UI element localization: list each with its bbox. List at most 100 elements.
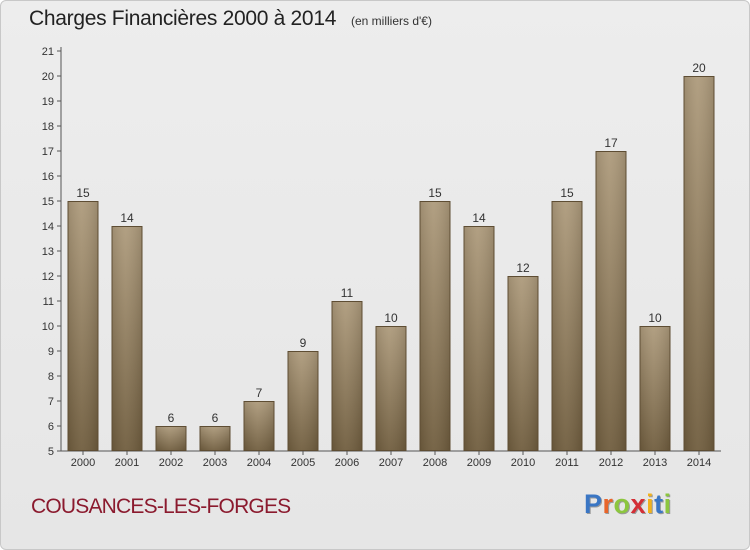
bar-shade xyxy=(551,201,583,451)
y-tick-label: 10 xyxy=(42,321,54,333)
bar-outline xyxy=(463,226,495,451)
logo-letter: o xyxy=(613,489,631,519)
bar-2005 xyxy=(287,351,319,451)
logo-letter: i xyxy=(663,489,672,519)
bar-outline xyxy=(551,201,583,451)
bar-value-label: 10 xyxy=(648,311,662,325)
chart-subtitle: (en milliers d'€) xyxy=(351,14,432,28)
x-tick-label: 2012 xyxy=(599,457,623,469)
bar-2013 xyxy=(639,326,671,451)
bar-value-label: 17 xyxy=(604,136,618,150)
bar-shade xyxy=(199,426,231,451)
y-tick-label: 7 xyxy=(48,396,54,408)
bar-2014 xyxy=(683,76,715,451)
bar-2000 xyxy=(67,201,99,451)
bar-value-label: 14 xyxy=(120,211,134,225)
logo-letter: t xyxy=(654,489,664,519)
x-tick-label: 2003 xyxy=(203,457,227,469)
y-tick-label: 13 xyxy=(42,246,54,258)
bar-shade xyxy=(639,326,671,451)
bar-outline xyxy=(419,201,451,451)
proxiti-logo: Proxiti xyxy=(584,489,672,520)
chart-title: Charges Financières 2000 à 2014 xyxy=(29,7,337,30)
bar-shade xyxy=(463,226,495,451)
x-tick-label: 2014 xyxy=(687,457,711,469)
x-tick-label: 2005 xyxy=(291,457,315,469)
y-ticks: 5 6 7 8 9 10 11 12 13 14 15 16 17 18 19 20 21 xyxy=(42,46,61,458)
bar-value-label: 20 xyxy=(692,61,706,75)
bar-value-label: 15 xyxy=(560,186,574,200)
bar-2006 xyxy=(331,301,363,451)
x-tick-label: 2000 xyxy=(71,457,95,469)
bar-shade xyxy=(331,301,363,451)
x-tick-labels: 2000 2001 2002 2003 2004 2005 2006 2007 2008 2009… xyxy=(71,451,711,469)
x-tick-label: 2009 xyxy=(467,457,491,469)
bar-shade xyxy=(375,326,407,451)
bar-outline xyxy=(331,301,363,451)
bar-2009 xyxy=(463,226,495,451)
x-tick-label: 2002 xyxy=(159,457,183,469)
bar-2004 xyxy=(243,401,275,451)
y-tick-label: 6 xyxy=(48,421,54,433)
bar-value-label: 15 xyxy=(428,186,442,200)
y-tick-label: 15 xyxy=(42,196,54,208)
bar-outline xyxy=(287,351,319,451)
x-tick-label: 2008 xyxy=(423,457,447,469)
y-tick-label: 16 xyxy=(42,171,54,183)
x-tick-label: 2007 xyxy=(379,457,403,469)
bar-value-label: 12 xyxy=(516,261,530,275)
y-tick-label: 14 xyxy=(42,221,54,233)
bar-shade xyxy=(155,426,187,451)
logo-letter: r xyxy=(602,489,614,519)
bar-2012 xyxy=(595,151,627,451)
bar-value-label: 6 xyxy=(168,411,175,425)
bar-outline xyxy=(199,426,231,451)
bar-2011 xyxy=(551,201,583,451)
bar-shade xyxy=(683,76,715,451)
bar-outline xyxy=(111,226,143,451)
bar-value-label: 6 xyxy=(212,411,219,425)
bar-shade xyxy=(507,276,539,451)
x-tick-label: 2004 xyxy=(247,457,271,469)
logo-letter: i xyxy=(646,489,655,519)
bar-outline xyxy=(243,401,275,451)
bar-value-label: 9 xyxy=(300,336,307,350)
bar-2002 xyxy=(155,426,187,451)
logo-letter: P xyxy=(584,489,603,519)
place-name: COUSANCES-LES-FORGES xyxy=(31,495,291,518)
y-tick-label: 18 xyxy=(42,121,54,133)
x-tick-label: 2001 xyxy=(115,457,139,469)
bar-value-label: 7 xyxy=(256,386,263,400)
y-tick-label: 20 xyxy=(42,71,54,83)
bar-value-label: 10 xyxy=(384,311,398,325)
x-tick-label: 2011 xyxy=(555,457,579,469)
y-tick-label: 9 xyxy=(48,346,54,358)
bar-2010 xyxy=(507,276,539,451)
y-tick-label: 12 xyxy=(42,271,54,283)
x-tick-label: 2006 xyxy=(335,457,359,469)
bar-shade xyxy=(67,201,99,451)
bar-2007 xyxy=(375,326,407,451)
bar-outline xyxy=(67,201,99,451)
bar-outline xyxy=(639,326,671,451)
x-tick-label: 2013 xyxy=(643,457,667,469)
bar-value-label: 15 xyxy=(76,186,90,200)
bar-outline xyxy=(375,326,407,451)
bar-outline xyxy=(155,426,187,451)
bar-outline xyxy=(507,276,539,451)
bar-2001 xyxy=(111,226,143,451)
bar-2008 xyxy=(419,201,451,451)
bar-shade xyxy=(419,201,451,451)
bars xyxy=(67,76,715,451)
bar-2003 xyxy=(199,426,231,451)
y-tick-label: 8 xyxy=(48,371,54,383)
bar-value-labels: 15 14 6 6 7 9 11 10 15 14 12 15 17 10 20 xyxy=(76,61,706,425)
logo-letter: x xyxy=(630,489,647,519)
y-tick-label: 11 xyxy=(43,296,54,308)
bar-shade xyxy=(243,401,275,451)
bar-outline xyxy=(595,151,627,451)
y-tick-label: 17 xyxy=(42,146,54,158)
y-tick-label: 21 xyxy=(42,46,54,58)
